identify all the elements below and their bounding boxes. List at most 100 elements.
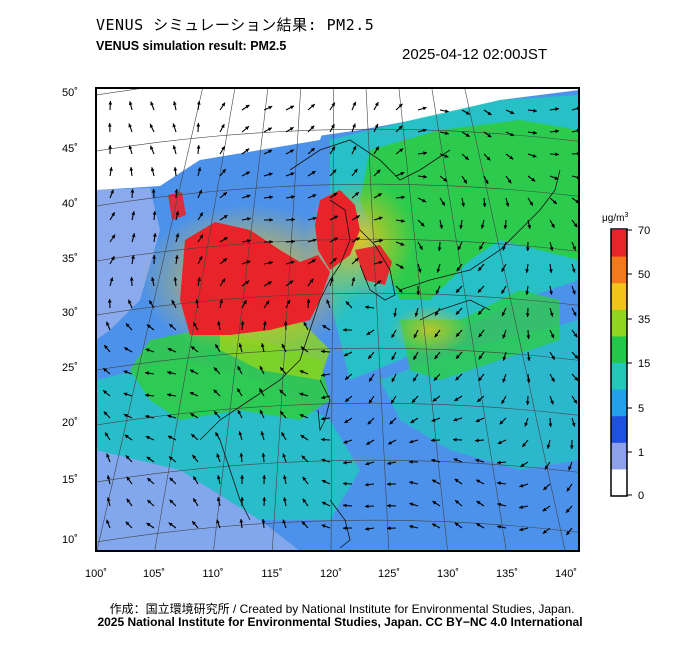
colorbar-tick: 15 [638,358,650,370]
wind-arrowhead [574,376,578,381]
wind-arrowhead [529,201,533,206]
wind-arrowhead [106,475,111,480]
wind-arrowhead [569,445,574,449]
wind-arrowhead [476,523,481,527]
wind-arrowhead [464,156,469,160]
wind-arrowhead [416,291,421,295]
wind-arrowhead [572,290,576,295]
wind-arrowhead [510,132,515,137]
wind-arrowhead [387,482,391,486]
wind-arrowhead [555,152,559,157]
wind-arrowhead [455,500,459,504]
wind-arrowhead [391,399,395,404]
wind-arrowhead [454,522,459,527]
wind-arrowhead [106,453,110,458]
wind-arrowhead [391,378,396,382]
wind-arrowhead [167,370,172,375]
parallel-line [96,402,579,426]
wind-arrowhead [268,106,273,110]
wind-arrowhead [145,414,150,419]
copyright-line: 2025 National Institute for Environmenta… [97,615,583,629]
wind-arrowhead [463,179,467,184]
meridian-line [365,88,390,551]
wind-arrowhead [478,377,483,381]
wind-arrowhead [103,411,108,416]
parallel-line [96,238,579,262]
wind-arrowhead [354,258,359,262]
wind-arrowhead [329,277,334,282]
wind-arrowhead [192,454,197,459]
wind-arrowhead [333,237,338,242]
wind-arrowhead [456,354,460,359]
wind-arrowhead [551,355,555,360]
wind-arrowhead [216,497,221,502]
wind-arrowhead [196,123,201,127]
wind-arrowhead [321,501,326,506]
wind-arrow [571,175,579,179]
wind-arrowhead [124,434,129,439]
wind-arrowhead [345,301,350,306]
wind-arrowhead [331,146,335,151]
wind-arrowhead [393,313,397,317]
meridian-line [154,88,236,551]
wind-arrowhead [573,223,578,228]
wind-arrowhead [475,458,480,463]
wind-arrowhead [423,174,427,179]
wind-arrowhead [125,521,130,526]
colorbar-segment [611,230,627,258]
wind-arrowhead [124,347,129,351]
wind-arrowhead [434,333,439,338]
wind-arrowhead [265,300,270,305]
wind-arrowhead [326,299,330,304]
wind-arrowhead [332,169,337,174]
wind-arrowhead [129,167,134,171]
wind-arrowhead [409,524,414,529]
wind-arrowhead [352,101,356,106]
lon-label: 115˚ [261,568,282,580]
map-title-japanese: VENUS シミュレーション結果: PM2.5 [96,16,375,34]
wind-arrowhead [151,277,155,281]
wind-arrowhead [192,521,196,525]
wind-arrowhead [367,420,372,425]
colorbar-tick: 50 [638,269,650,281]
wind-arrowhead [281,432,285,437]
wind-arrowhead [123,414,128,418]
wind-arrowhead [497,502,502,507]
wind-arrowhead [240,475,244,479]
wind-arrowhead [221,146,225,151]
wind-arrowhead [321,373,325,377]
wind-arrowhead [487,133,492,138]
colorbar-segment [611,363,627,391]
wind-arrowhead [343,440,348,444]
wind-arrowhead [431,458,436,463]
wind-arrowhead [422,128,427,133]
wind-arrowhead [197,167,202,172]
wind-arrowhead [519,505,523,509]
wind-arrowhead [542,507,547,512]
parallel-line [96,459,579,483]
wind-arrowhead [387,526,391,531]
wind-arrowhead [262,497,267,501]
wind-arrowhead [175,233,180,238]
wind-arrowhead [283,321,288,325]
wind-arrowhead [283,475,287,479]
wind-arrowhead [245,148,250,153]
wind-arrowhead [478,355,483,360]
wind-arrowhead [195,299,199,303]
wind-arrowhead [310,104,315,108]
wind-arrowhead [420,222,425,227]
wind-arrowhead [475,418,480,422]
wind-arrowhead [510,110,515,114]
wind-arrowhead [321,437,325,442]
wind-arrowhead [300,435,305,439]
wind-arrowhead [410,419,415,423]
wind-arrowhead [107,299,112,303]
wind-arrowhead [526,379,531,383]
wind-arrowhead [262,321,267,325]
wind-arrowhead [261,519,266,523]
wind-arrowhead [345,376,349,380]
wind-arrowhead [378,260,383,265]
parallel-line [96,128,579,152]
wind-arrowhead [365,527,369,531]
wind-arrowhead [217,321,221,325]
